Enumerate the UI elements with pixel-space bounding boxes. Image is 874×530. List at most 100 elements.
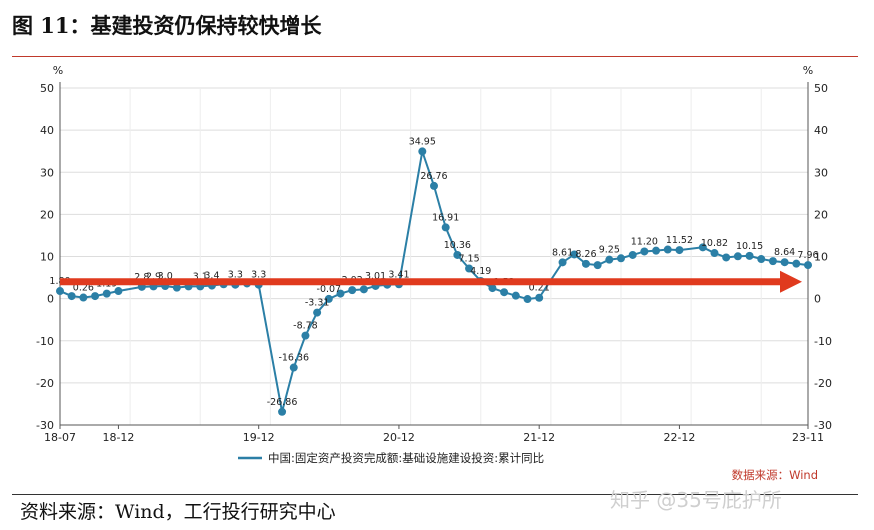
- data-label: 4.19: [470, 266, 491, 277]
- title-rule: [12, 56, 858, 57]
- data-point: [359, 285, 368, 294]
- data-point: [710, 249, 719, 258]
- data-label: 8.64: [774, 247, 795, 258]
- reference-arrow-head: [780, 270, 802, 293]
- data-label: 11.20: [631, 236, 658, 247]
- data-point: [804, 261, 812, 270]
- y-tick-label-right: 50: [814, 82, 828, 95]
- data-point: [558, 258, 567, 267]
- data-point: [348, 286, 357, 295]
- data-point: [67, 292, 76, 301]
- data-point: [441, 223, 450, 232]
- x-tick-label: 21-12: [523, 431, 555, 444]
- data-point: [745, 251, 754, 260]
- data-point: [336, 289, 345, 298]
- x-tick-label: 23-11: [792, 431, 824, 444]
- data-point: [488, 284, 497, 293]
- data-label: 2.8: [134, 272, 149, 283]
- y-tick-label-left: -10: [36, 335, 54, 348]
- data-point: [511, 291, 520, 300]
- data-point: [663, 245, 672, 254]
- y-tick-label-right: 30: [814, 166, 828, 179]
- data-point: [523, 295, 532, 304]
- data-point: [91, 292, 100, 301]
- data-point: [652, 246, 661, 255]
- y-unit-right: %: [803, 64, 813, 77]
- figure-title: 图 11：基建投资仍保持较快增长: [12, 13, 322, 38]
- y-tick-label-left: 20: [40, 208, 54, 221]
- y-tick-label-left: 30: [40, 166, 54, 179]
- data-point: [418, 147, 427, 156]
- axes: -30 -30 -20 -20 -10 -10 0 0 10 10 20 20 30 30 40 40 50 50…: [36, 64, 832, 444]
- plot-area: 1.800.261.192.82.93.03.13.43.33.3-26.86-…: [49, 136, 819, 416]
- y-tick-label-right: 40: [814, 124, 828, 137]
- data-label: 3.3: [251, 270, 266, 281]
- data-label: 3.4: [204, 271, 219, 282]
- data-point: [675, 246, 684, 255]
- data-point: [56, 287, 64, 296]
- data-label: 8.61: [552, 247, 573, 258]
- data-label: 10.15: [736, 241, 763, 252]
- data-point: [733, 252, 742, 261]
- data-point: [593, 261, 602, 270]
- data-label: 8.26: [575, 249, 596, 260]
- data-point: [617, 254, 625, 263]
- y-tick-label-left: 0: [47, 293, 54, 306]
- y-tick-label-right: 0: [814, 293, 821, 306]
- data-point: [605, 255, 614, 264]
- y-tick-label-right: 10: [814, 251, 828, 264]
- data-label: -26.86: [267, 397, 298, 408]
- data-point: [640, 247, 649, 256]
- data-label: -8.78: [293, 321, 318, 332]
- data-label: 2.9: [146, 271, 161, 282]
- data-point: [768, 257, 777, 266]
- data-label: 3.1: [193, 271, 208, 282]
- y-tick-label-right: -10: [814, 335, 832, 348]
- y-unit-left: %: [53, 64, 63, 77]
- data-point: [301, 331, 310, 340]
- data-label: -3.31: [305, 298, 330, 309]
- data-point: [628, 250, 637, 259]
- data-point: [581, 259, 590, 268]
- data-label: 11.52: [666, 235, 693, 246]
- data-point: [535, 293, 544, 302]
- data-point: [453, 250, 462, 259]
- data-point: [430, 181, 438, 190]
- data-label: 3.0: [158, 271, 173, 282]
- data-point: [792, 259, 801, 268]
- data-point: [500, 288, 509, 297]
- data-label: 10.36: [444, 240, 471, 251]
- y-tick-label-right: -20: [814, 377, 832, 390]
- data-label: 3.01: [365, 271, 386, 282]
- data-point: [114, 287, 123, 296]
- data-point: [757, 255, 766, 264]
- data-label: 3.3: [228, 270, 243, 281]
- data-point: [324, 294, 333, 303]
- x-tick-label: 18-12: [102, 431, 134, 444]
- data-point: [698, 243, 707, 252]
- y-tick-label-left: 50: [40, 82, 54, 95]
- y-tick-label-left: -30: [36, 419, 54, 432]
- data-point: [102, 289, 111, 298]
- data-label: 9.25: [599, 245, 620, 256]
- data-label: 26.76: [420, 171, 447, 182]
- y-tick-label-left: 40: [40, 124, 54, 137]
- data-label: 0.21: [529, 283, 550, 294]
- y-tick-label-right: -30: [814, 419, 832, 432]
- x-tick-label: 20-12: [383, 431, 415, 444]
- figure-footer: 资料来源：Wind，工行投行研究中心: [20, 501, 336, 523]
- data-point: [289, 363, 298, 372]
- source-note: 数据来源：Wind: [732, 468, 818, 482]
- data-label: 34.95: [409, 136, 436, 147]
- data-label: -0.07: [317, 284, 342, 295]
- data-label: 7.15: [458, 254, 479, 265]
- data-point: [465, 264, 474, 273]
- y-tick-label-left: 10: [40, 251, 54, 264]
- data-label: 0.26: [73, 283, 94, 294]
- data-point: [278, 407, 287, 416]
- data-label: 10.82: [701, 238, 728, 249]
- x-tick-label: 18-07: [44, 431, 76, 444]
- y-tick-label-right: 20: [814, 208, 828, 221]
